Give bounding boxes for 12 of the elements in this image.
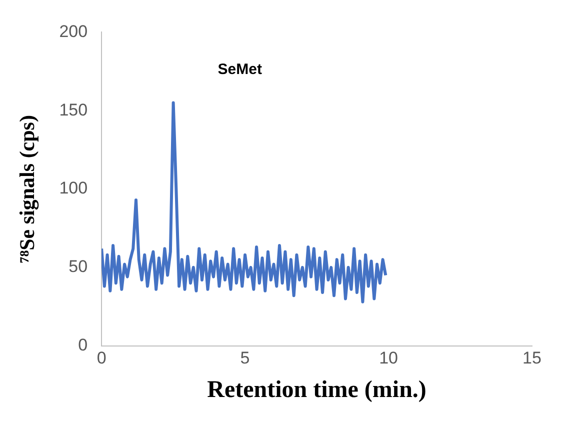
- annotation: SeMet: [218, 61, 262, 78]
- x-tick-label: 10: [379, 348, 398, 368]
- y-axis-title: ⁷⁸Se signals (cps): [15, 115, 40, 263]
- y-tick-label: 50: [68, 257, 88, 276]
- y-tick-label: 200: [59, 22, 88, 41]
- y-tick-label: 0: [78, 335, 88, 354]
- y-tick-label: 150: [59, 100, 88, 120]
- x-tick-label: 15: [522, 348, 542, 368]
- x-tick-label: 0: [96, 348, 106, 368]
- x-tick-label: 5: [240, 348, 250, 368]
- x-axis-title: Retention time (min.): [207, 376, 426, 403]
- y-tick-label: 100: [59, 178, 88, 198]
